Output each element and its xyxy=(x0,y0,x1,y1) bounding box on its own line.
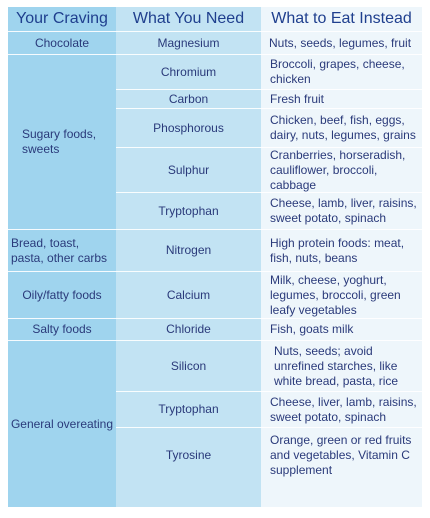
craving-column xyxy=(8,7,116,507)
craving-cell: Oily/fatty foods xyxy=(22,287,102,302)
craving-cell: General overeating xyxy=(10,416,114,431)
row-divider xyxy=(116,391,422,392)
row-divider xyxy=(8,318,422,319)
need-cell: Tryptophan xyxy=(158,203,219,218)
need-cell: Silicon xyxy=(170,358,207,373)
row-divider xyxy=(116,427,422,428)
craving-cell: Sugary foods, sweets xyxy=(8,55,116,229)
eat-cell: Cheese, lamb, liver, raisins, sweet pota… xyxy=(270,196,417,225)
need-cell: Tyrosine xyxy=(165,448,212,462)
row-divider xyxy=(116,147,422,148)
eat-cell: Broccoli, grapes, cheese, chicken xyxy=(270,57,405,86)
eat-cell: Nuts, seeds; avoid unrefined starches, l… xyxy=(274,343,399,388)
row-divider xyxy=(8,340,422,341)
eat-cell: Cranberries, horseradish, cauliflower, b… xyxy=(270,147,406,192)
eat-cell: Cheese, liver, lamb, raisins, sweet pota… xyxy=(270,394,417,424)
craving-cell: Bread, toast, pasta, other carbs xyxy=(8,230,116,271)
row-divider xyxy=(8,31,422,32)
need-cell: Phosphorous xyxy=(153,120,224,135)
row-divider xyxy=(116,192,422,193)
eat-cell: Chicken, beef, fish, eggs, dairy, nuts, … xyxy=(270,113,416,142)
need-cell: Nitrogen xyxy=(165,243,212,257)
row-divider xyxy=(8,229,422,230)
need-column xyxy=(116,7,261,507)
need-cell: Carbon xyxy=(168,91,209,106)
nutrition-craving-table: Your Craving What You Need What to Eat I… xyxy=(8,7,422,507)
craving-cell: Salty foods xyxy=(32,322,92,336)
eat-cell: High protein foods: meat, fish, nuts, be… xyxy=(270,235,405,265)
need-cell: Chloride xyxy=(166,322,211,336)
row-divider xyxy=(8,271,422,272)
need-cell: Sulphur xyxy=(167,162,210,177)
eat-column xyxy=(261,7,422,507)
need-cell: Chromium xyxy=(160,64,217,79)
need-cell: Tryptophan xyxy=(158,402,219,416)
eat-cell: Fish, goats milk xyxy=(270,322,354,336)
eat-cell: Fresh fruit xyxy=(270,91,325,106)
eat-cell: Orange, green or red fruits and vegetabl… xyxy=(270,433,412,477)
eat-cell: Milk, cheese, yoghurt, legumes, broccoli… xyxy=(270,272,401,317)
row-divider xyxy=(8,54,422,55)
craving-label: Sugary foods, sweets xyxy=(22,127,97,156)
craving-label: Bread, toast, pasta, other carbs xyxy=(11,235,108,265)
header-your-craving: Your Craving xyxy=(16,10,108,27)
header-what-to-eat: What to Eat Instead xyxy=(271,10,412,27)
eat-cell: Nuts, seeds, legumes, fruit xyxy=(269,35,412,50)
row-divider xyxy=(116,108,422,109)
need-cell: Calcium xyxy=(166,287,211,302)
need-cell: Magnesium xyxy=(157,35,220,50)
craving-cell: Chocolate xyxy=(34,35,90,50)
header-what-you-need: What You Need xyxy=(132,10,245,27)
row-divider xyxy=(116,89,422,90)
